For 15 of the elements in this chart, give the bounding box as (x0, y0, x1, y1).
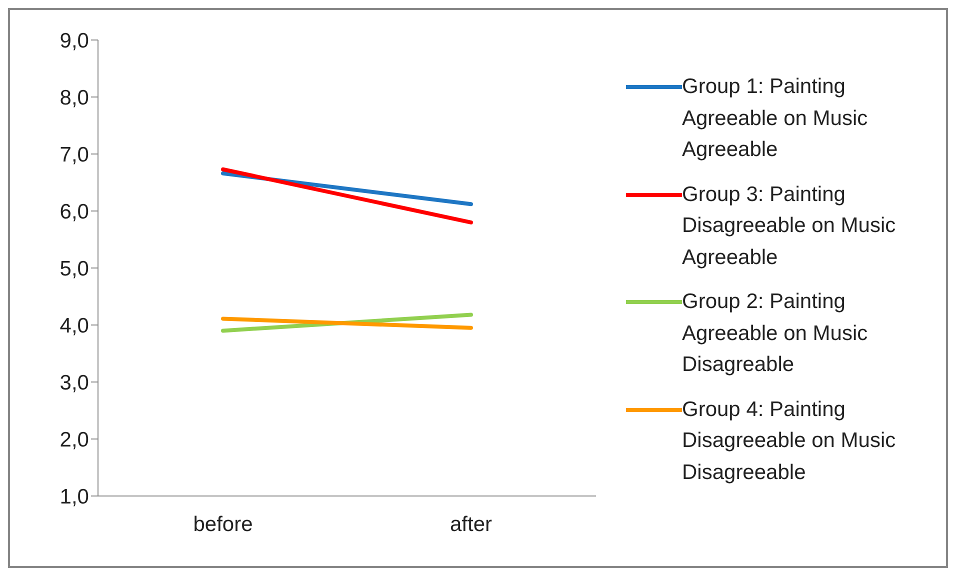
legend-label: Group 4: Painting Disagreeable on Music Disagreeable (682, 396, 897, 486)
y-tick-label: 7,0 (60, 143, 89, 166)
y-tick-label: 2,0 (60, 428, 89, 452)
y-tick-label: 9,0 (60, 29, 89, 52)
y-tick-label: 5,0 (60, 257, 89, 280)
y-tick-label: 3,0 (60, 371, 89, 394)
y-tick-label: 4,0 (60, 314, 89, 338)
x-tick-label: after (450, 512, 492, 536)
y-tick-label: 1,0 (60, 485, 89, 508)
legend-label: Group 1: Painting Agreeable on Music Agreeable (682, 74, 869, 163)
x-tick-label: before (193, 512, 253, 536)
legend-label: Group 2: Painting Agreeable on Music Disagreable (682, 289, 869, 378)
y-tick-label: 8,0 (60, 86, 89, 110)
y-tick-label: 6,0 (60, 200, 89, 224)
legend-label: Group 3: Painting Disagreeable on Music Agreeable (682, 182, 897, 270)
